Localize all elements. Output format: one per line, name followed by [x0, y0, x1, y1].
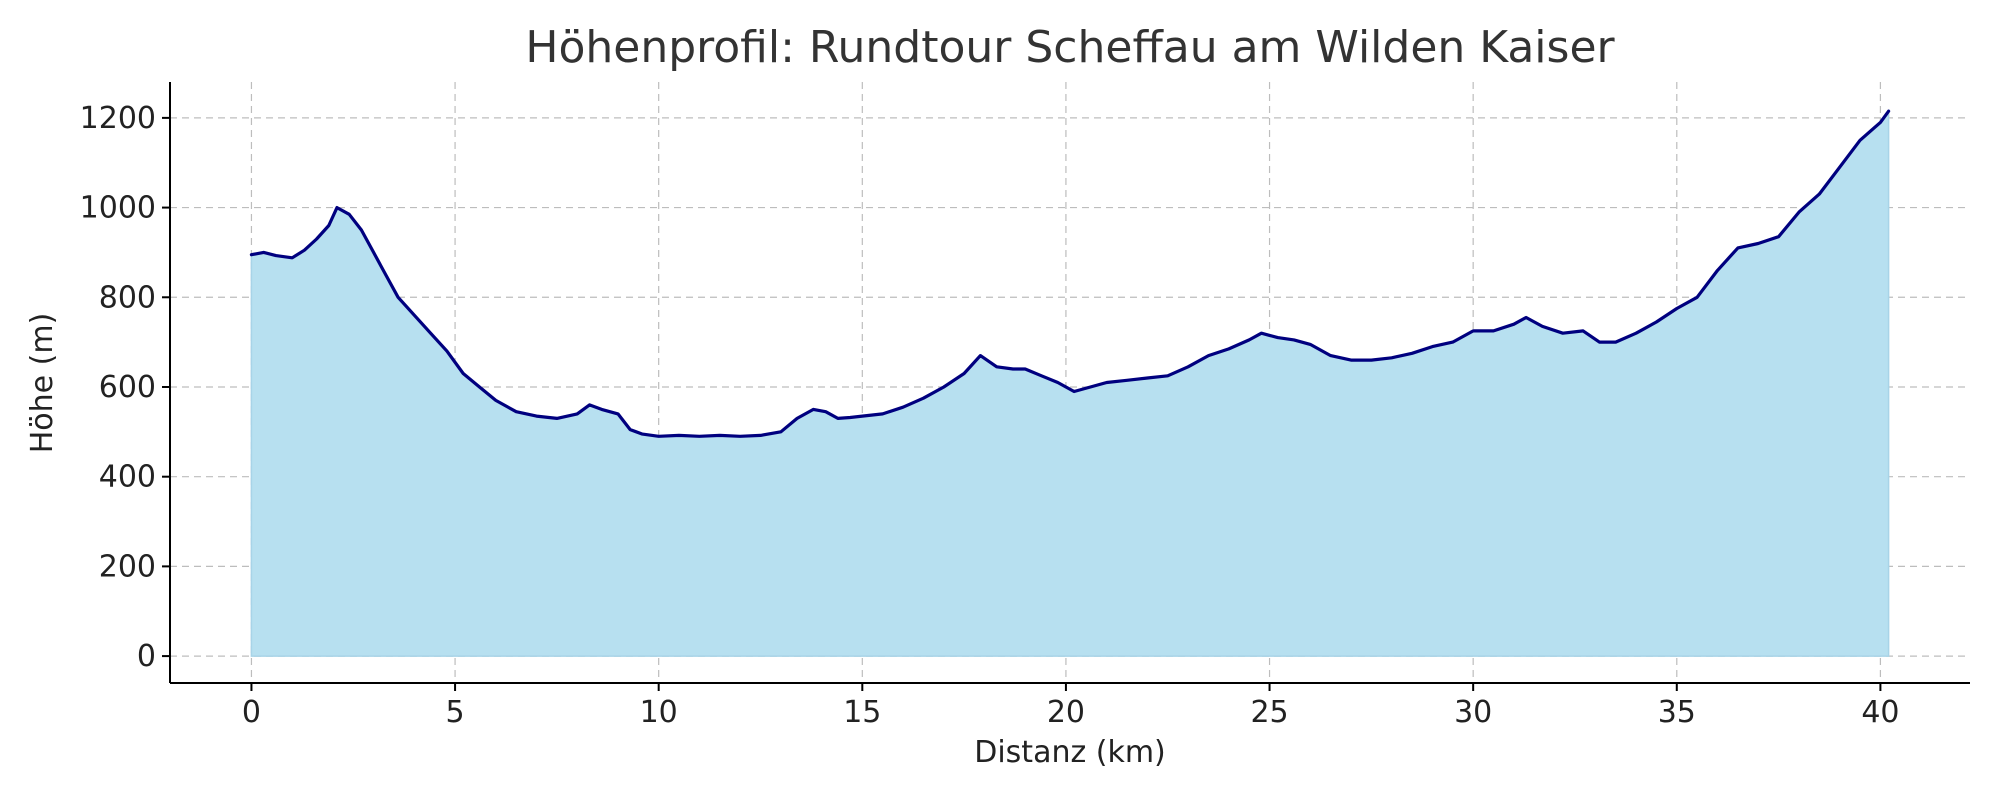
x-tick-label: 0	[242, 695, 261, 730]
x-tick-label: 20	[1047, 695, 1085, 730]
y-tick-label: 400	[99, 460, 156, 495]
elevation-line	[249, 109, 1891, 438]
x-tick-label: 35	[1658, 695, 1696, 730]
y-tick-label: 0	[137, 639, 156, 674]
x-axis-ticks: 0 5 10 15 20 25 30 35 40	[242, 683, 1900, 730]
x-tick-label: 30	[1454, 695, 1492, 730]
plot-area	[249, 108, 1891, 657]
x-tick-label: 15	[843, 695, 881, 730]
y-tick-label: 200	[99, 549, 156, 584]
x-axis-label: Distanz (km)	[974, 735, 1166, 770]
chart-title: Höhenprofil: Rundtour Scheffau am Wilden…	[525, 22, 1615, 73]
x-tick-label: 5	[446, 695, 465, 730]
x-tick-label: 10	[640, 695, 678, 730]
y-tick-label: 1200	[80, 101, 156, 136]
y-tick-label: 1000	[80, 191, 156, 226]
x-tick-label: 40	[1861, 695, 1899, 730]
y-axis-label: Höhe (m)	[25, 313, 60, 454]
y-tick-label: 600	[99, 370, 156, 405]
y-axis-ticks: 0 200 400 600 800 1000 1200	[80, 101, 170, 674]
x-tick-label: 25	[1250, 695, 1288, 730]
axes	[169, 82, 1970, 684]
y-tick-label: 800	[99, 280, 156, 315]
elevation-area-fill	[250, 108, 1890, 657]
